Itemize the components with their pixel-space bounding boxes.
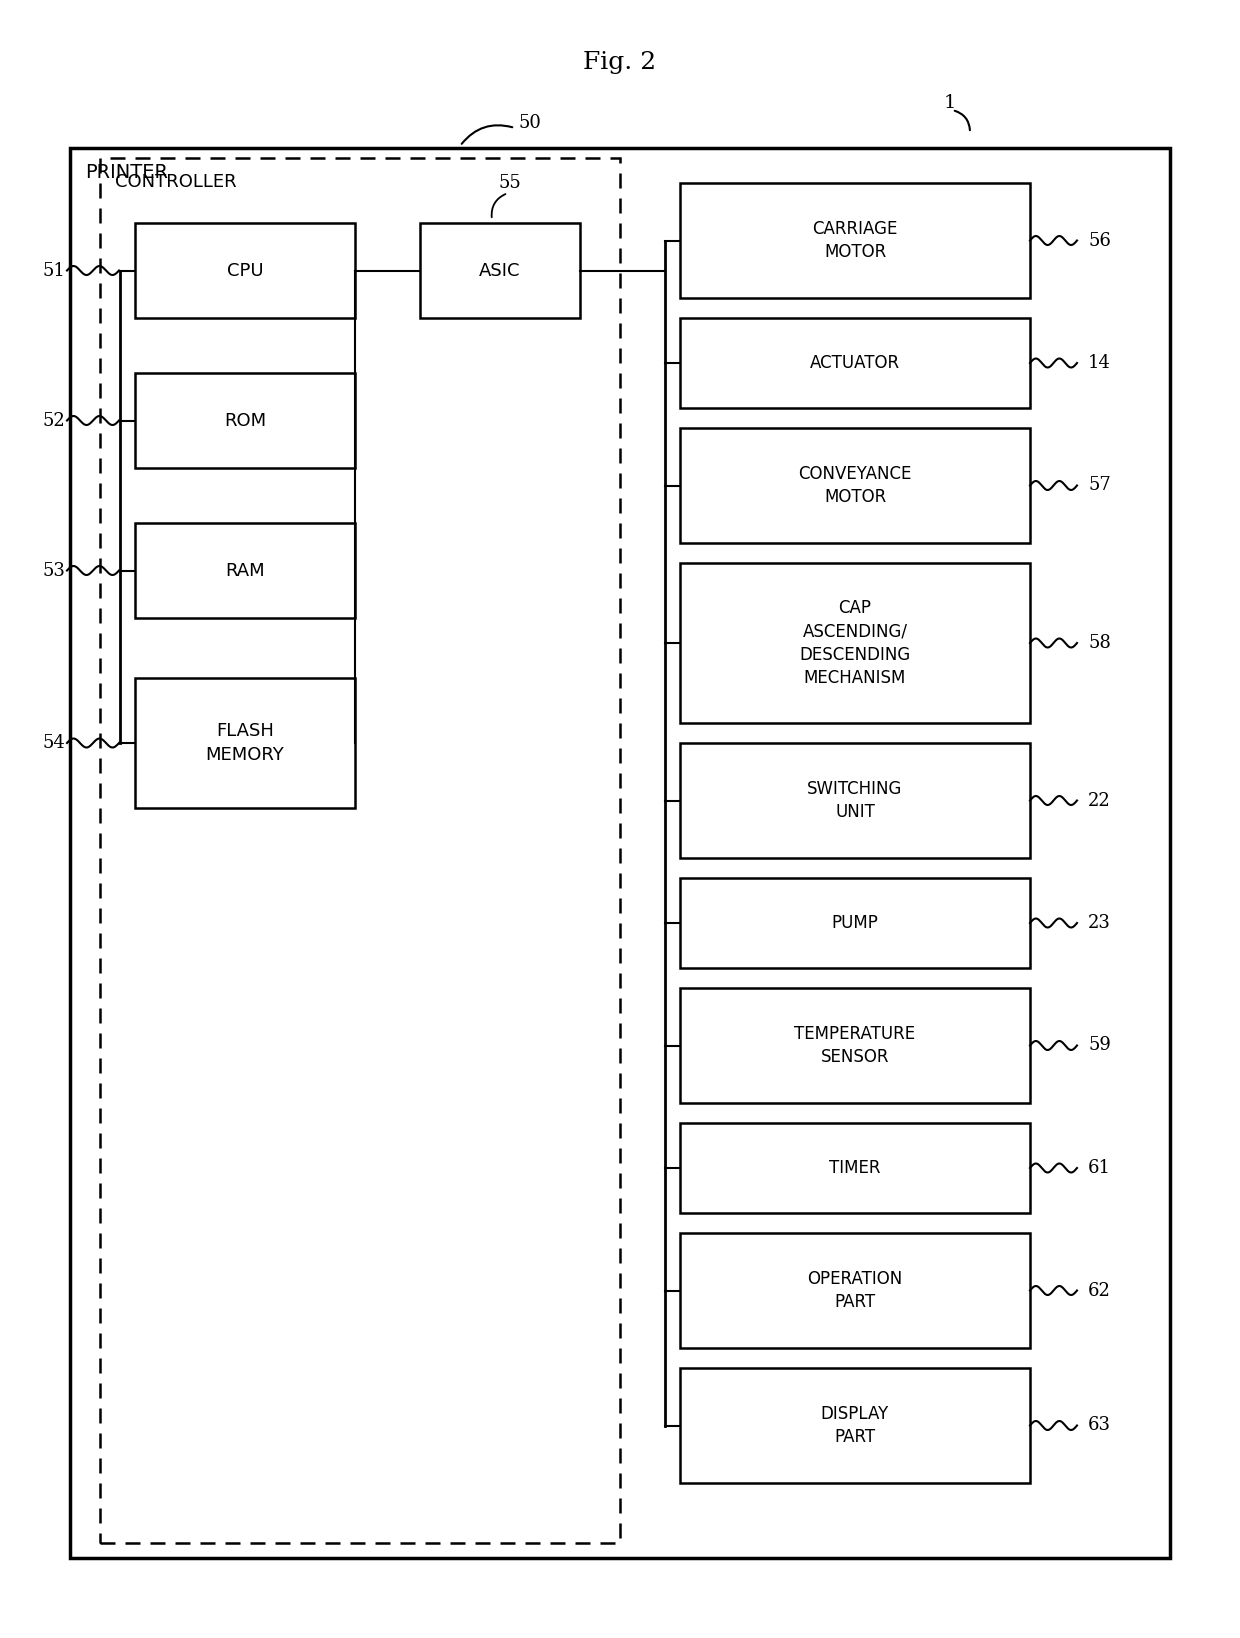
Bar bbox=[680, 183, 1030, 298]
Bar bbox=[135, 223, 355, 318]
Text: ROM: ROM bbox=[224, 411, 267, 429]
Text: PUMP: PUMP bbox=[832, 914, 878, 932]
Bar bbox=[135, 373, 355, 468]
Text: PRINTER: PRINTER bbox=[86, 164, 167, 182]
Bar bbox=[680, 1368, 1030, 1482]
Text: ASIC: ASIC bbox=[479, 262, 521, 280]
Bar bbox=[135, 523, 355, 618]
Text: 62: 62 bbox=[1087, 1281, 1111, 1299]
Text: 14: 14 bbox=[1087, 354, 1111, 372]
Text: TEMPERATURE
SENSOR: TEMPERATURE SENSOR bbox=[795, 1025, 915, 1066]
Text: TIMER: TIMER bbox=[830, 1160, 880, 1178]
Text: ACTUATOR: ACTUATOR bbox=[810, 354, 900, 372]
Text: 55: 55 bbox=[498, 174, 521, 192]
Text: 61: 61 bbox=[1087, 1160, 1111, 1178]
Text: 22: 22 bbox=[1087, 791, 1111, 809]
Text: 51: 51 bbox=[42, 262, 64, 280]
Text: RAM: RAM bbox=[226, 562, 265, 580]
Text: 58: 58 bbox=[1087, 634, 1111, 652]
Bar bbox=[680, 988, 1030, 1102]
Bar bbox=[680, 1233, 1030, 1348]
Text: CPU: CPU bbox=[227, 262, 263, 280]
Text: 54: 54 bbox=[42, 734, 64, 752]
Text: SWITCHING
UNIT: SWITCHING UNIT bbox=[807, 780, 903, 821]
Text: CAP
ASCENDING/
DESCENDING
MECHANISM: CAP ASCENDING/ DESCENDING MECHANISM bbox=[800, 598, 910, 688]
Text: CONTROLLER: CONTROLLER bbox=[115, 174, 237, 192]
Text: Fig. 2: Fig. 2 bbox=[584, 51, 656, 74]
Text: 57: 57 bbox=[1087, 477, 1111, 495]
Bar bbox=[100, 157, 620, 1543]
Text: 56: 56 bbox=[1087, 231, 1111, 249]
Text: 50: 50 bbox=[518, 115, 542, 133]
Text: 23: 23 bbox=[1087, 914, 1111, 932]
Text: OPERATION
PART: OPERATION PART bbox=[807, 1269, 903, 1312]
Text: CARRIAGE
MOTOR: CARRIAGE MOTOR bbox=[812, 219, 898, 262]
Text: 53: 53 bbox=[42, 562, 64, 580]
Text: DISPLAY
PART: DISPLAY PART bbox=[821, 1405, 889, 1446]
Text: 59: 59 bbox=[1087, 1037, 1111, 1055]
Bar bbox=[680, 1124, 1030, 1214]
Bar bbox=[680, 878, 1030, 968]
Text: 52: 52 bbox=[42, 411, 64, 429]
Bar bbox=[680, 318, 1030, 408]
Text: CONVEYANCE
MOTOR: CONVEYANCE MOTOR bbox=[799, 465, 911, 506]
Text: 63: 63 bbox=[1087, 1417, 1111, 1435]
Bar bbox=[680, 428, 1030, 544]
Text: FLASH
MEMORY: FLASH MEMORY bbox=[206, 722, 284, 763]
Bar bbox=[420, 223, 580, 318]
Bar bbox=[135, 678, 355, 808]
Bar bbox=[680, 744, 1030, 858]
Text: 1: 1 bbox=[944, 93, 956, 111]
Bar bbox=[680, 563, 1030, 722]
Bar bbox=[69, 147, 1171, 1558]
